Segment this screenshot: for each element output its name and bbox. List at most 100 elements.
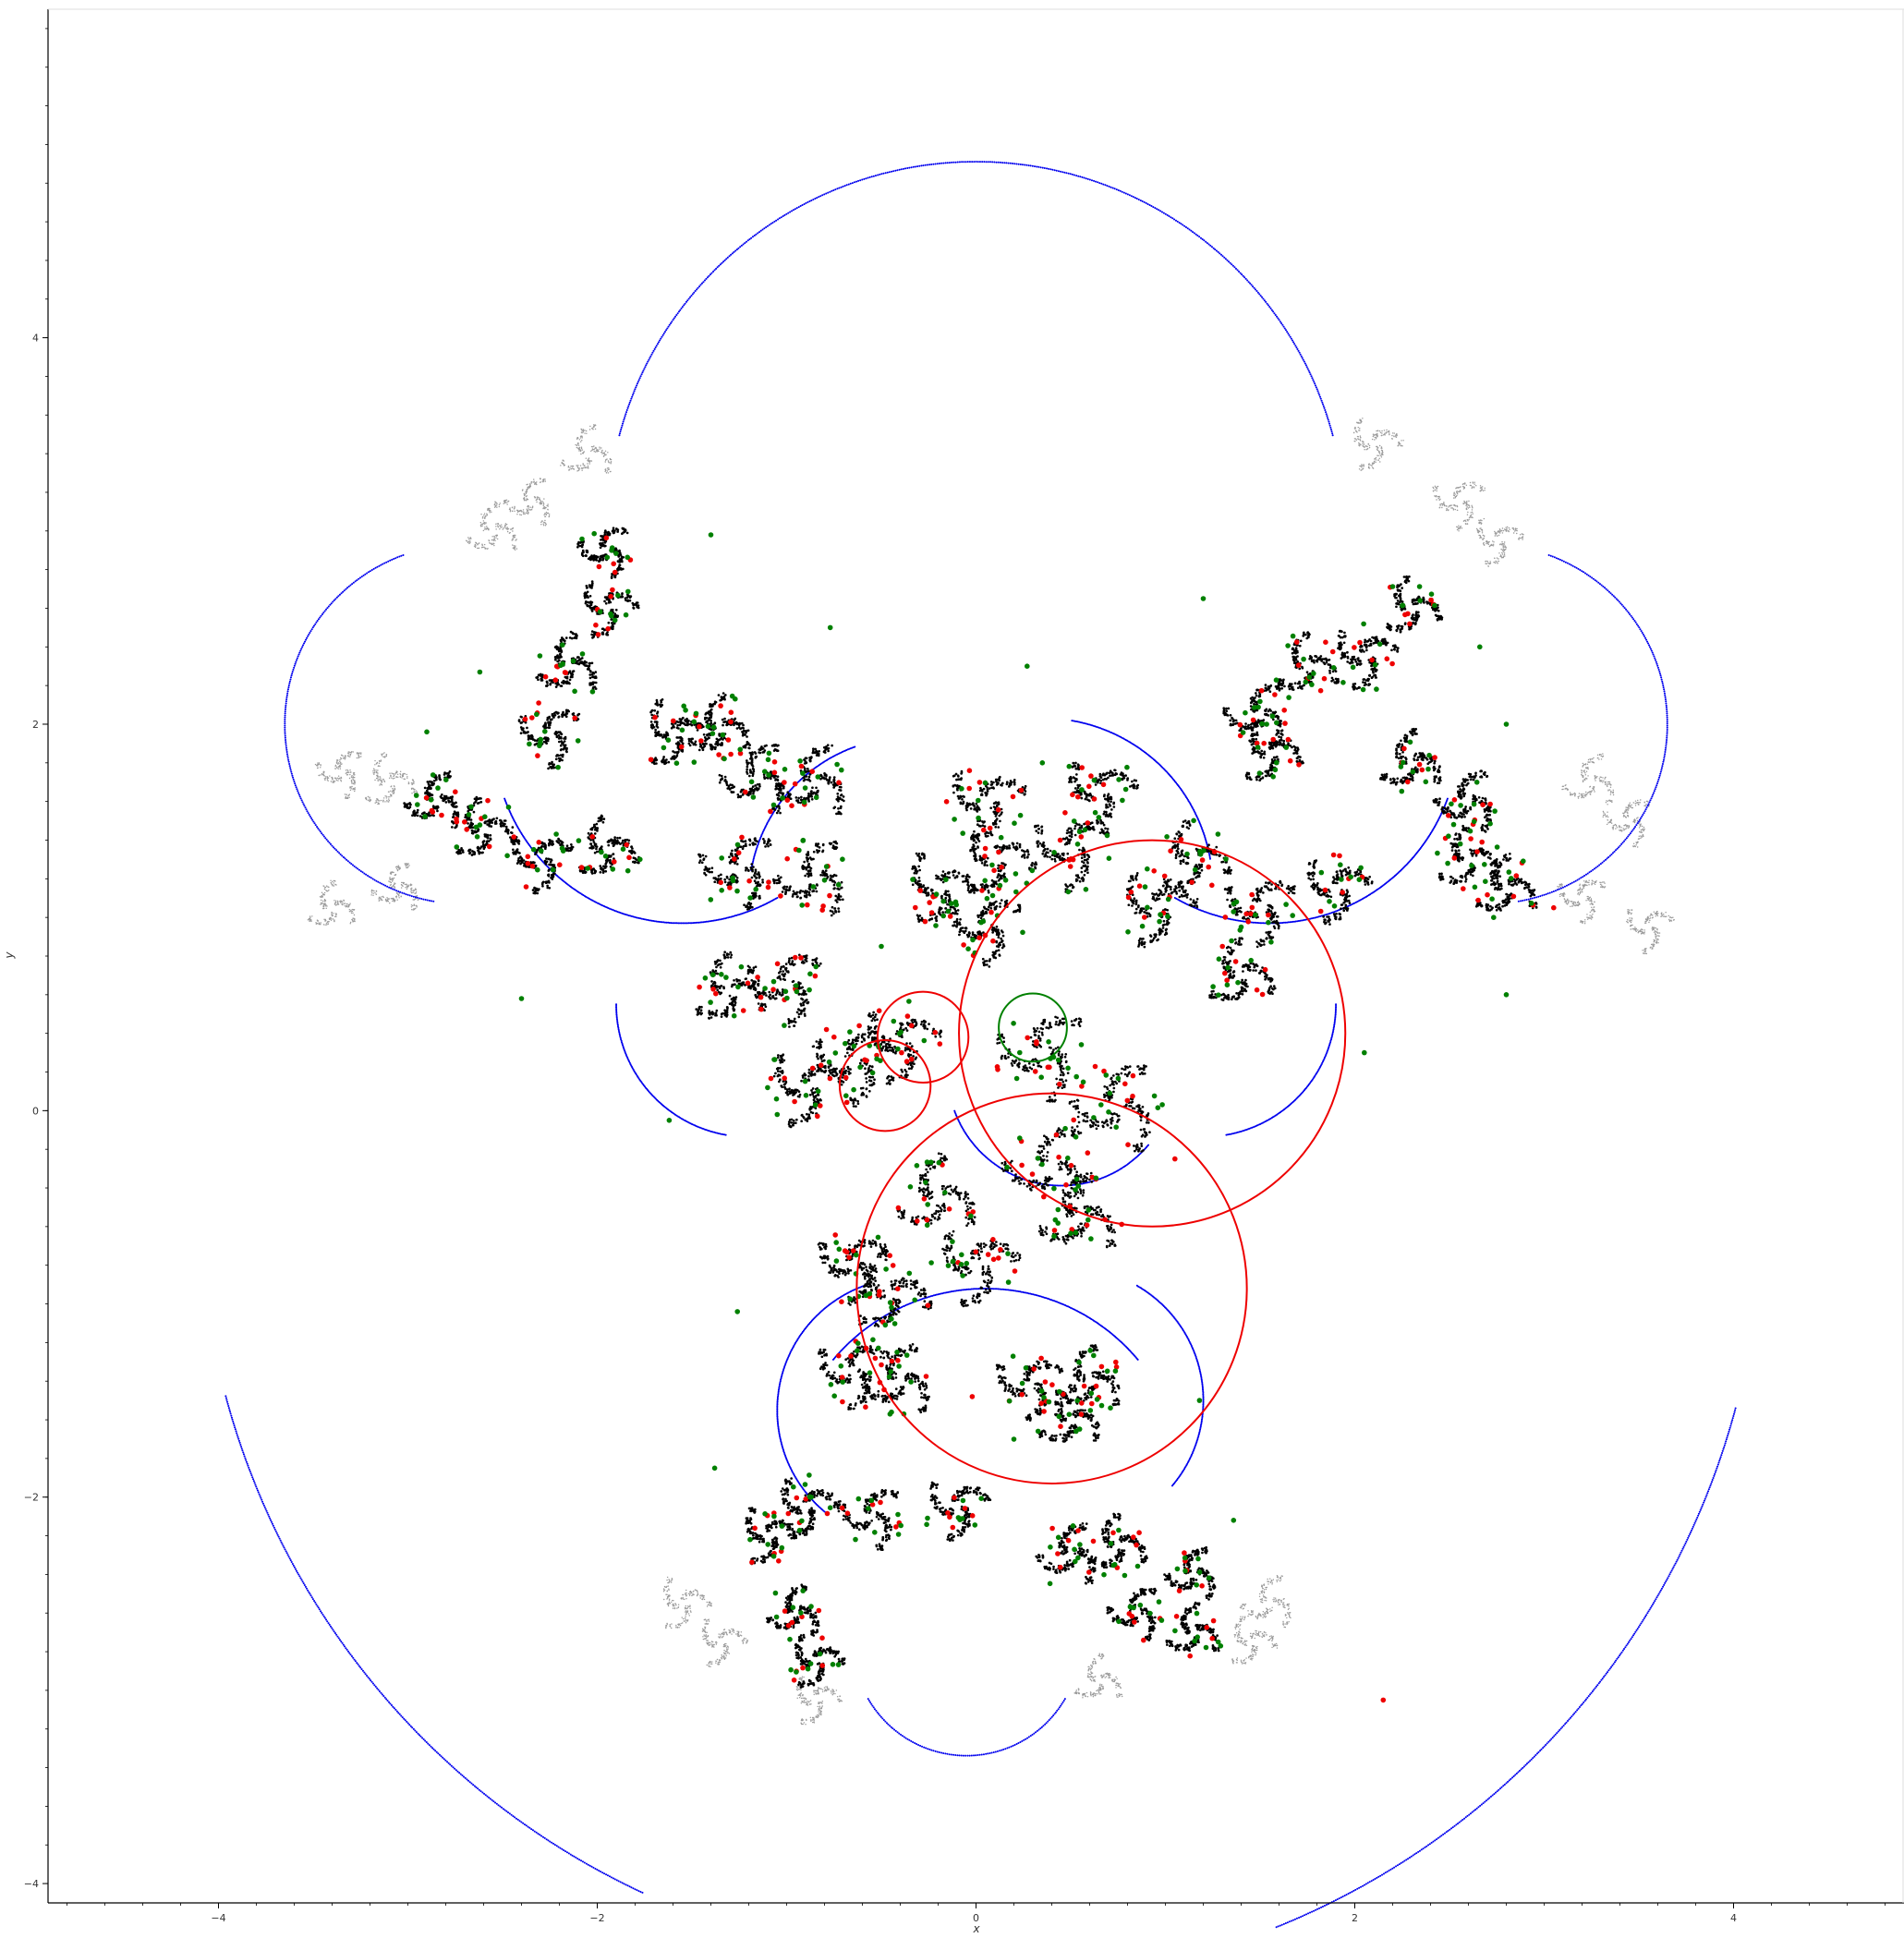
faded-limit-marks [1231,1616,1279,1665]
limit-set-marks [1055,1344,1121,1407]
green-point [1094,1397,1100,1402]
outer-blue-arc [618,161,1334,437]
green-point [1503,721,1510,727]
green-point [910,877,916,882]
red-point [976,780,983,785]
red-point [1262,966,1268,973]
limit-set-cluster [1055,1344,1121,1407]
red-point [525,861,531,866]
green-point [1506,869,1512,875]
green-point [839,767,844,773]
red-point [924,1217,930,1223]
green-point [1269,713,1276,720]
green-point [942,1190,948,1195]
green-point [482,814,488,819]
y-tick-label: −4 [24,1878,39,1890]
red-point [843,1099,850,1106]
red-point [595,632,601,637]
red-point [1113,1359,1119,1365]
green-point [945,1263,952,1268]
green-point [1407,739,1413,745]
green-point [835,1662,842,1667]
green-point [1196,1569,1203,1575]
green-point [802,1078,808,1084]
red-point [728,709,734,715]
green-point [1216,992,1221,998]
green-point [1080,1079,1086,1085]
green-point [1017,812,1024,818]
limit-set-marks [1379,727,1442,786]
red-point [823,1026,830,1033]
outer-blue-arc [284,554,435,902]
red-point [771,769,778,776]
limit-set-marks [403,770,460,830]
red-point [1063,1181,1069,1188]
limit-set-cluster [1068,1064,1151,1153]
green-point [1039,1161,1045,1168]
green-point [924,1521,929,1528]
red-point [1321,675,1328,682]
red-point [725,737,732,743]
green-point [806,1472,812,1478]
inner-blue-arc [503,797,779,925]
green-point [1494,844,1500,850]
green-point [1006,1398,1013,1404]
green-point [1137,1602,1144,1608]
faded-limit-marks [314,751,362,799]
green-point [1273,677,1279,683]
green-point [810,884,817,890]
green-point [1348,874,1353,880]
green-point [443,777,449,782]
faded-limit-marks [1352,418,1404,471]
red-point [758,1006,764,1012]
green-point [1055,1220,1061,1226]
green-point [709,731,716,736]
red-point [611,561,616,567]
red-point [1075,793,1081,800]
green-point [895,1532,902,1537]
green-point [719,888,724,893]
green-point [1473,780,1480,785]
green-point [1449,801,1454,807]
green-point [430,772,436,778]
red-point [1323,639,1328,645]
red-point [749,1559,755,1565]
outer-blue-arc [1517,554,1668,902]
red-point [982,845,988,852]
green-circle [998,992,1068,1063]
limit-set-marks [772,840,844,917]
red-point [529,863,536,869]
red-point [848,1353,854,1359]
green-point [1073,1073,1079,1080]
green-point [1055,1206,1061,1213]
red-points-layer [423,535,1557,1703]
green-point [537,743,542,749]
green-point [827,624,833,631]
red-point [1081,1383,1087,1389]
green-point [1076,1426,1083,1432]
green-point [1038,1388,1045,1394]
green-point [1020,929,1025,936]
green-point [454,844,460,850]
green-point [1306,674,1312,680]
green-point [1164,834,1170,840]
limit-set-cluster [1337,629,1400,691]
green-point [1231,909,1236,914]
green-point [1274,759,1279,766]
red-point [1249,891,1255,898]
green-point [1142,884,1148,890]
green-point [828,1382,834,1387]
green-point [1108,1405,1113,1411]
green-point [1085,1217,1091,1223]
limit-set-cluster [1244,719,1304,781]
green-point [914,1163,920,1169]
green-point [762,769,768,774]
green-point [921,1037,928,1044]
red-point [947,914,953,919]
green-point [834,761,840,768]
red-point [1317,908,1324,914]
green-point [894,1350,900,1355]
green-point [872,1530,878,1535]
red-point [728,719,734,725]
limit-set-marks [577,814,640,875]
